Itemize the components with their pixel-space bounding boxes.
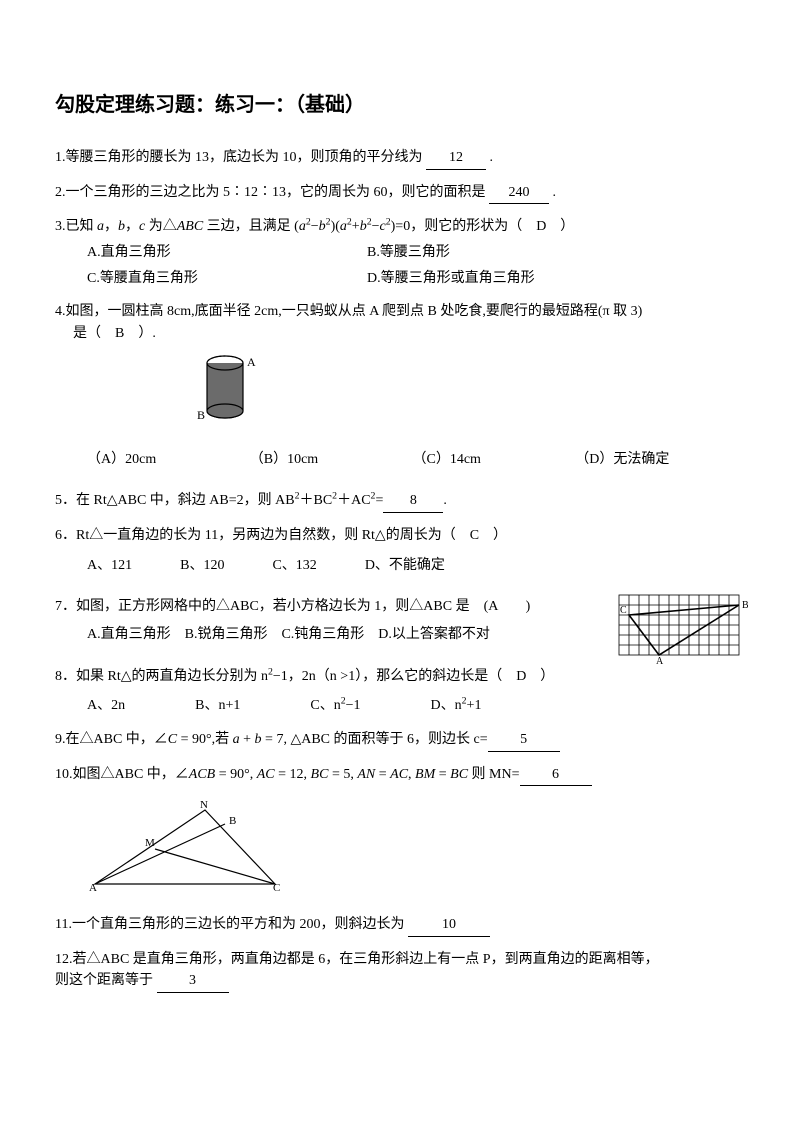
grid-triangle-figure: A B C [614,590,748,672]
q4-opt-d: （D）无法确定 [575,449,738,471]
q6-opt-b: B、120 [180,555,224,577]
q2-text-a: 2.一个三角形的三边之比为 5∶12∶13，它的周长为 60，则它的面积是 [55,185,486,200]
q1-text-a: 1.等腰三角形的腰长为 13，底边长为 10，则顶角的平分线为 [55,150,423,165]
q8-opt-b: B、n+1 [195,695,240,717]
page-title: 勾股定理练习题：练习一：（基础） [55,90,738,121]
q12-answer: 3 [157,970,229,993]
question-12: 12.若△ABC 是直角三角形，两直角边都是 6，在三角形斜边上有一点 P，到两… [55,949,738,993]
q3-opt-d: D.等腰三角形或直角三角形 [367,268,738,290]
grid-label-c: C [620,605,627,616]
q12-line2: 则这个距离等于 [55,973,153,988]
q5-answer: 8 [383,490,443,513]
q8-opt-c: C、n2−1 [310,695,360,717]
q2-text-b: . [553,185,557,200]
q4-line2: 是（ B ）. [73,323,738,345]
grid-label-a: A [656,656,664,664]
q8-lead: 8．如果 Rt△的两直角边长分别为 n2−1，2n（n >1），那么它的斜边长是… [55,666,738,688]
q4-opt-b: （B）10cm [250,449,413,471]
q3-lead: 3.已知 a，b，c 为△ABC 三边，且满足 (a2−b2)(a2+b2−c2… [55,216,738,238]
cylinder-icon: A B [195,351,275,431]
grid-icon: A B C [614,590,748,664]
cyl-label-a: A [247,355,256,369]
q1-text-b: . [490,150,494,165]
q3-opt-a: A.直角三角形 [87,242,367,264]
q2-answer: 240 [489,182,549,205]
tri-label-m: M [145,837,155,849]
question-7: 7．如图，正方形网格中的△ABC，若小方格边长为 1，则△ABC 是 (A ) … [55,596,738,645]
question-6: 6．Rt△一直角边的长为 11，另两边为自然数，则 Rt△的周长为（ C ） A… [55,525,738,576]
tri-label-b: B [229,815,236,827]
triangle-figure: A C B M N [85,794,738,902]
question-5: 5．在 Rt△ABC 中，斜边 AB=2，则 AB2＋BC2＋AC2=8. [55,490,738,513]
q1-answer: 12 [426,147,486,170]
q6-opt-a: A、121 [87,555,132,577]
question-8: 8．如果 Rt△的两直角边长分别为 n2−1，2n（n >1），那么它的斜边长是… [55,666,738,717]
q10-answer: 6 [520,764,592,787]
q8-opt-a: A、2n [87,695,125,717]
question-3: 3.已知 a，b，c 为△ABC 三边，且满足 (a2−b2)(a2+b2−c2… [55,216,738,289]
grid-label-b: B [742,600,748,611]
question-4: 4.如图，一圆柱高 8cm,底面半径 2cm,一只蚂蚁从点 A 爬到点 B 处吃… [55,301,738,470]
cylinder-figure: A B [195,351,738,439]
tri-label-c: C [273,882,280,894]
q9-answer: 5 [488,729,560,752]
q6-lead: 6．Rt△一直角边的长为 11，另两边为自然数，则 Rt△的周长为（ C ） [55,525,738,547]
q7-opts: A.直角三角形 B.锐角三角形 C.钝角三角形 D.以上答案都不对 [87,624,588,646]
question-9: 9.在△ABC 中，∠C = 90°,若 a + b = 7, △ABC 的面积… [55,729,738,752]
triangle-icon: A C B M N [85,794,285,894]
q11-answer: 10 [408,914,490,937]
tri-label-a: A [89,882,97,894]
tri-label-n: N [200,799,208,811]
page: 勾股定理练习题：练习一：（基础） 1.等腰三角形的腰长为 13，底边长为 10，… [0,0,793,1122]
q5-text-b: . [443,493,447,508]
q7-lead: 7．如图，正方形网格中的△ABC，若小方格边长为 1，则△ABC 是 (A ) [55,596,588,618]
question-10: 10.如图△ABC 中，∠ACB = 90°, AC = 12, BC = 5,… [55,764,738,902]
q4-opt-c: （C）14cm [413,449,576,471]
q4-line1: 4.如图，一圆柱高 8cm,底面半径 2cm,一只蚂蚁从点 A 爬到点 B 处吃… [55,301,738,323]
q3-opt-b: B.等腰三角形 [367,242,738,264]
q12-line1: 12.若△ABC 是直角三角形，两直角边都是 6，在三角形斜边上有一点 P，到两… [55,949,738,971]
q6-opt-d: D、不能确定 [365,555,445,577]
q6-opt-c: C、132 [272,555,316,577]
question-11: 11.一个直角三角形的三边长的平方和为 200，则斜边长为 10 [55,914,738,937]
q8-opt-d: D、n2+1 [431,695,482,717]
cyl-label-b: B [197,408,205,422]
q11-text-a: 11.一个直角三角形的三边长的平方和为 200，则斜边长为 [55,917,404,932]
question-1: 1.等腰三角形的腰长为 13，底边长为 10，则顶角的平分线为 12 . [55,147,738,170]
q3-opt-c: C.等腰直角三角形 [87,268,367,290]
question-2: 2.一个三角形的三边之比为 5∶12∶13，它的周长为 60，则它的面积是 24… [55,182,738,205]
q4-opt-a: （A）20cm [87,449,250,471]
